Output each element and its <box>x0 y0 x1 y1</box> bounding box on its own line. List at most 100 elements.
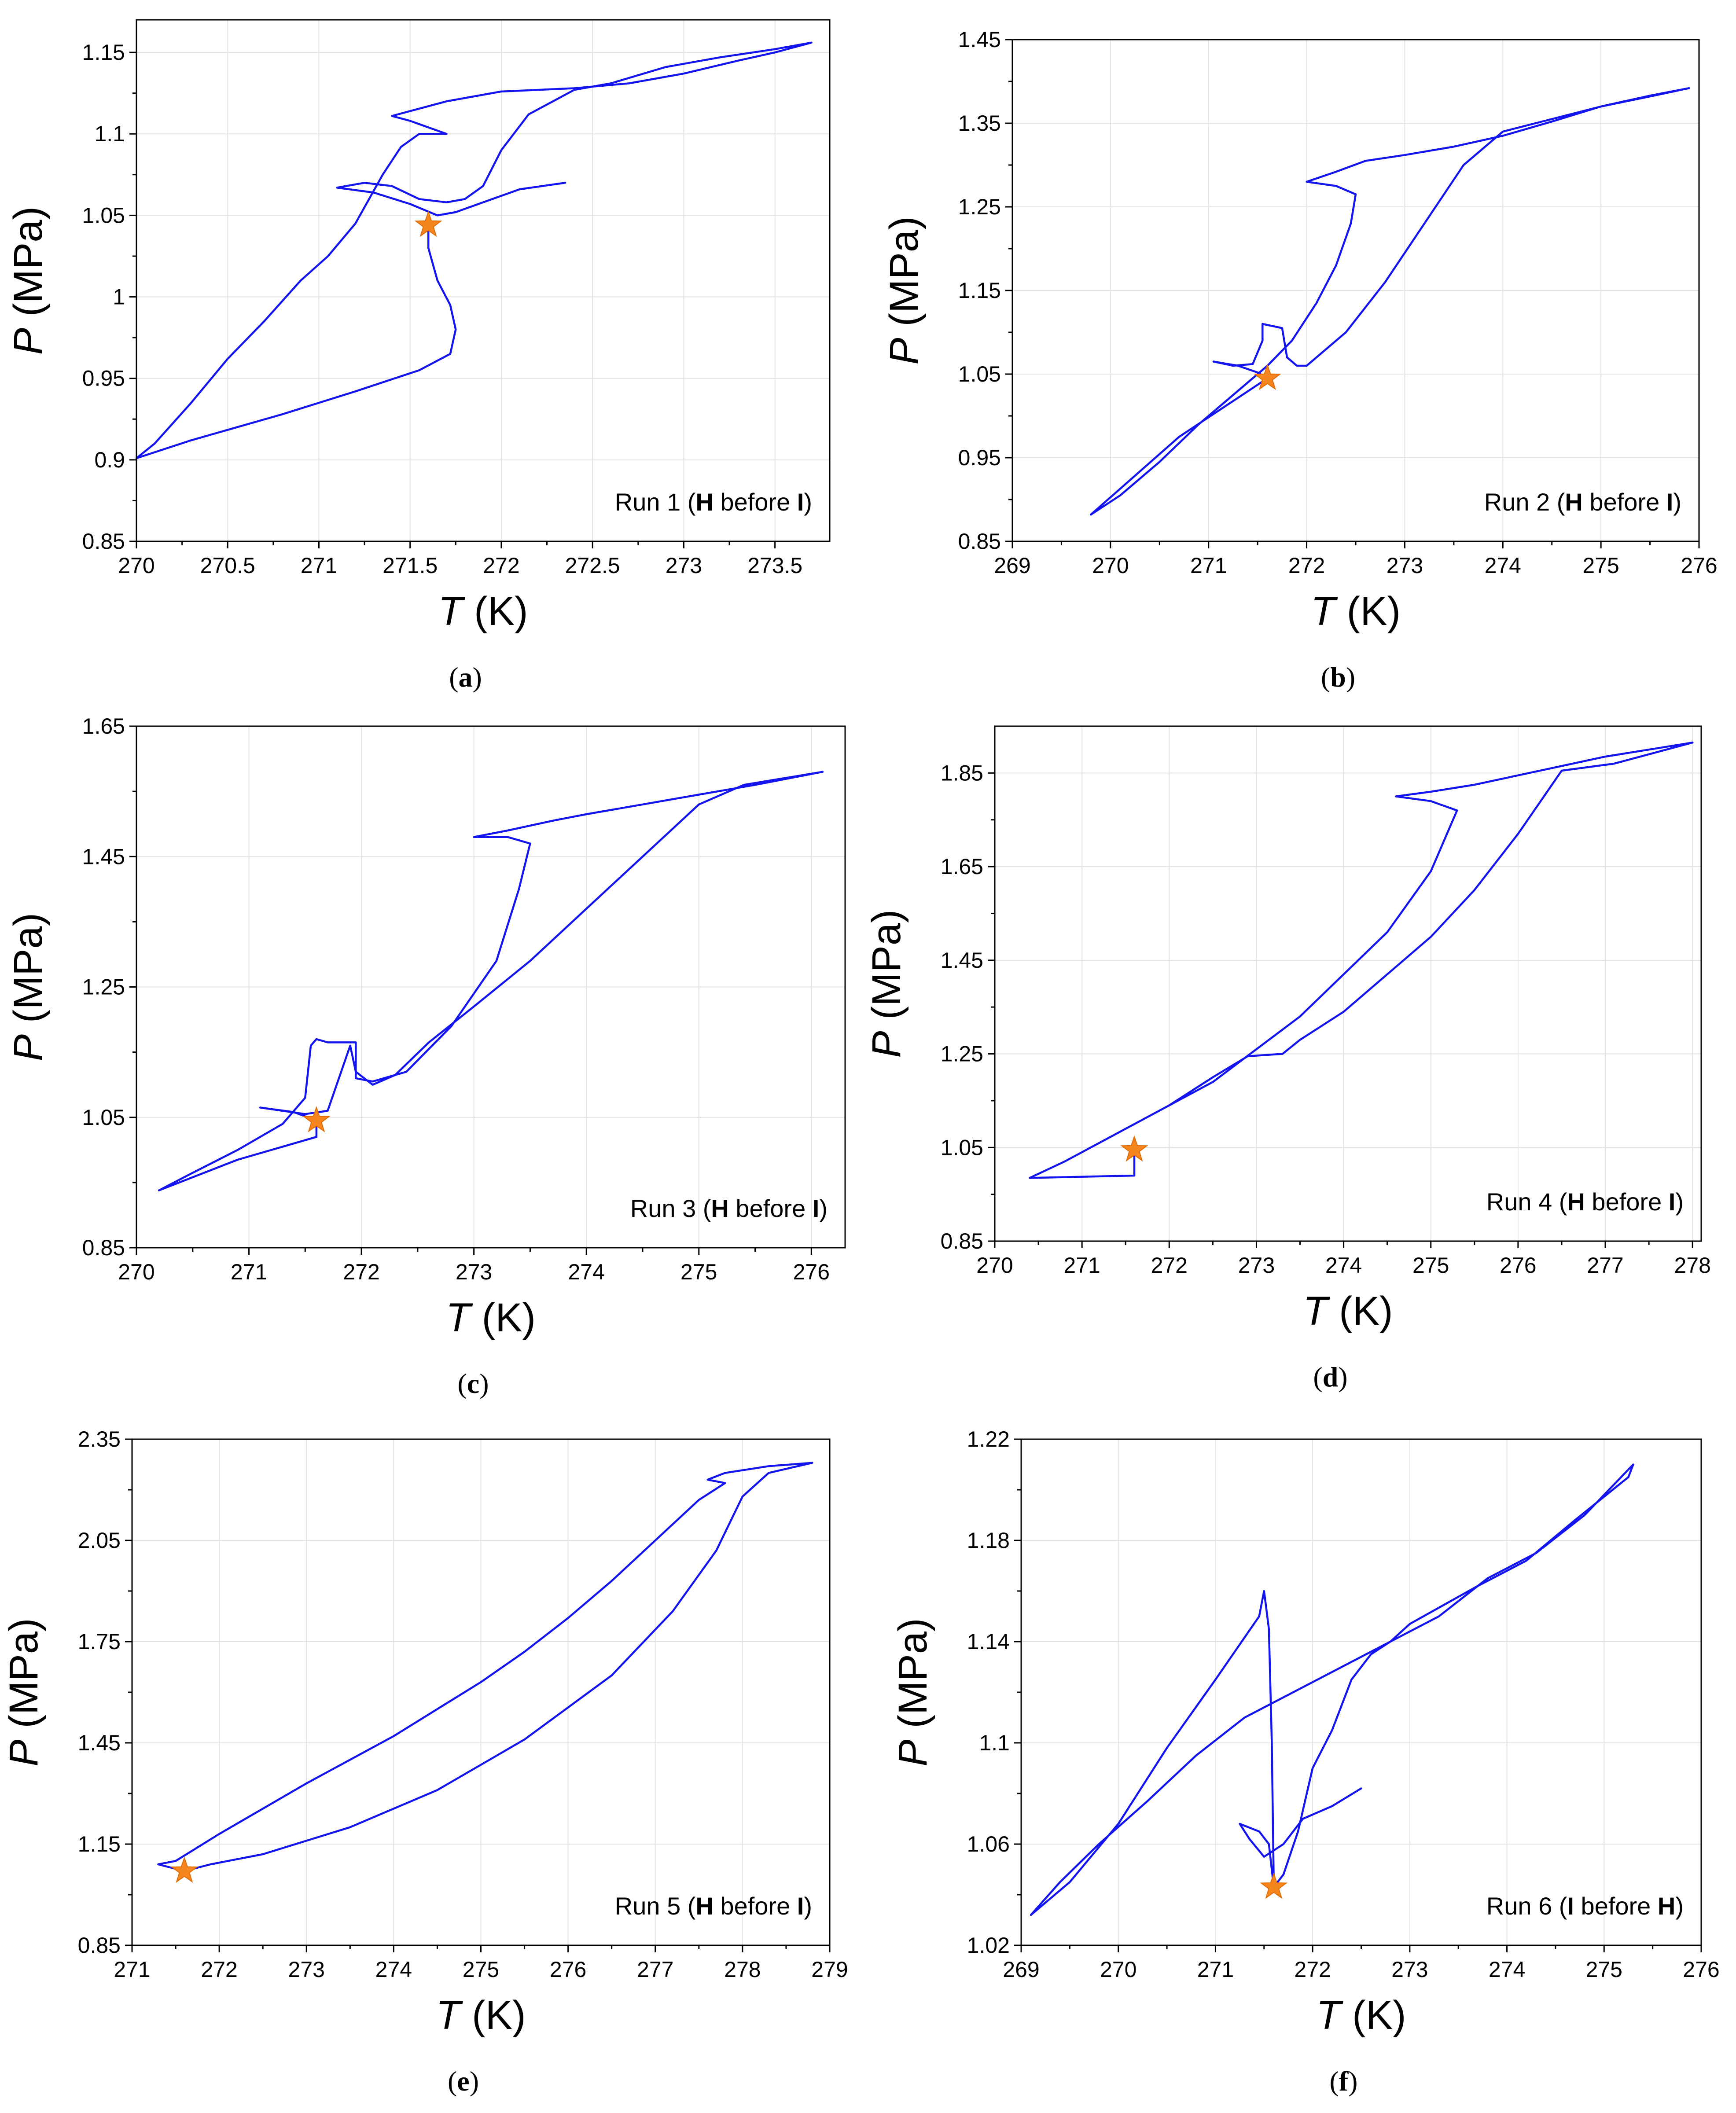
x-tick-label: 270 <box>1100 1957 1136 1982</box>
star-marker <box>1260 1872 1288 1899</box>
y-axis-unit: (MPa) <box>6 913 51 1034</box>
y-tick-label: 1.75 <box>78 1629 121 1654</box>
x-tick-label: 277 <box>637 1957 673 1982</box>
x-tick-label: 275 <box>463 1957 499 1982</box>
y-tick-label: 1.02 <box>967 1933 1010 1958</box>
x-tick-label: 270 <box>118 1260 154 1284</box>
x-tick-label: 272 <box>1294 1957 1331 1982</box>
run-order-word: before <box>714 488 797 516</box>
x-tick-label: 275 <box>1582 553 1619 578</box>
x-axis-unit: (K) <box>1335 589 1401 634</box>
y-tick-label: 0.85 <box>941 1229 983 1253</box>
hydrate-second: I <box>1666 488 1673 516</box>
x-tick-label: 273 <box>1387 553 1423 578</box>
run-annotation: Run 2 (H before I) <box>1484 488 1681 516</box>
data-series-line <box>1030 1463 1634 1916</box>
x-axis-symbol: T <box>438 589 465 634</box>
x-tick-label: 269 <box>994 553 1030 578</box>
y-axis-title: P (MPa) <box>882 216 927 364</box>
panel-caption: (c) <box>457 1368 489 1399</box>
y-axis-unit: (MPa) <box>882 216 927 338</box>
plot-frame <box>1020 1438 1702 1946</box>
x-tick-label: 273.5 <box>747 553 802 578</box>
y-tick-label: 1.05 <box>941 1135 983 1160</box>
y-axis-unit: (MPa) <box>864 909 909 1031</box>
hydrate-first: H <box>1565 488 1582 516</box>
x-tick-label: 272 <box>201 1957 237 1982</box>
y-tick-label: 0.85 <box>958 529 1001 554</box>
y-axis-symbol: P <box>864 1031 909 1058</box>
panel-letter: b <box>1330 661 1346 693</box>
y-tick-label: 1.65 <box>82 714 125 739</box>
run-annotation: Run 1 (H before I) <box>615 488 812 516</box>
x-axis-title: T (K) <box>436 1993 526 2038</box>
data-series-line <box>1029 741 1694 1179</box>
x-axis-symbol: T <box>436 1993 463 2038</box>
x-tick-label: 272 <box>343 1260 379 1284</box>
x-tick-label: 276 <box>1500 1253 1536 1278</box>
run-number: Run 4 ( <box>1486 1188 1567 1216</box>
y-axis-symbol: P <box>890 1739 935 1766</box>
plot-frame <box>994 725 1702 1242</box>
run-order-word: before <box>1585 1188 1669 1216</box>
star-marker <box>170 1856 199 1883</box>
y-tick-label: 1.05 <box>82 203 125 228</box>
x-axis-unit: (K) <box>1341 1993 1406 2038</box>
x-tick-label: 273 <box>1391 1957 1428 1982</box>
hydrate-second: I <box>797 1892 804 1920</box>
x-tick-label: 271 <box>1197 1957 1234 1982</box>
x-tick-label: 271 <box>231 1260 267 1284</box>
run-number: Run 3 ( <box>630 1194 711 1222</box>
run-annotation: Run 6 (I before H) <box>1486 1892 1684 1920</box>
x-tick-label: 272 <box>1151 1253 1188 1278</box>
y-axis-unit: (MPa) <box>6 206 51 328</box>
chart-panel-b: 269 270 271 272 273 274 275 276 0.85 0.95 1.05 1.15… <box>882 27 1718 693</box>
x-tick-label: 276 <box>550 1957 586 1982</box>
y-tick-label: 0.95 <box>958 445 1001 470</box>
y-tick-label: 1.1 <box>979 1731 1010 1755</box>
panel-caption: (f) <box>1330 2065 1358 2097</box>
x-tick-label: 271 <box>1063 1253 1100 1278</box>
panel-letter: e <box>457 2065 469 2097</box>
hydrate-first: H <box>711 1194 728 1222</box>
y-tick-label: 1.05 <box>82 1105 125 1130</box>
x-tick-label: 273 <box>456 1260 492 1284</box>
y-tick-label: 1.15 <box>82 40 125 65</box>
x-axis-symbol: T <box>1316 1993 1343 2038</box>
chart-panel-d: 270 271 272 273 274 275 276 277 278 0.85 1.05 1.25 1… <box>864 725 1711 1393</box>
x-tick-label: 274 <box>568 1260 605 1284</box>
x-tick-label: 271.5 <box>383 553 438 578</box>
y-tick-label: 0.95 <box>82 366 125 391</box>
x-tick-label: 275 <box>680 1260 717 1284</box>
x-tick-label: 271 <box>301 553 337 578</box>
y-tick-label: 1 <box>113 285 125 309</box>
chart-panel-f: 269 270 271 272 273 274 275 276 1.02 1.06 1.1 1.14 1… <box>890 1427 1720 2097</box>
y-tick-label: 1.45 <box>941 948 983 973</box>
y-tick-label: 1.45 <box>78 1731 121 1755</box>
y-tick-label: 0.85 <box>82 1235 125 1260</box>
y-tick-label: 2.05 <box>78 1528 121 1553</box>
panel-letter: d <box>1323 1361 1339 1393</box>
x-tick-label: 271 <box>114 1957 150 1982</box>
x-axis-title: T (K) <box>1316 1993 1406 2038</box>
y-tick-label: 1.65 <box>941 854 983 879</box>
x-axis-title: T (K) <box>438 589 528 634</box>
run-annotation: Run 3 (H before I) <box>630 1194 828 1222</box>
x-tick-label: 271 <box>1190 553 1227 578</box>
x-tick-label: 277 <box>1587 1253 1623 1278</box>
x-tick-label: 278 <box>1674 1253 1710 1278</box>
y-axis-symbol: P <box>6 1034 51 1061</box>
hydrate-second: I <box>1669 1188 1676 1216</box>
x-tick-label: 276 <box>1681 553 1717 578</box>
y-tick-label: 1.06 <box>967 1832 1010 1856</box>
y-tick-label: 1.35 <box>958 111 1001 136</box>
panel-caption: (a) <box>449 661 482 693</box>
x-axis-symbol: T <box>446 1295 473 1340</box>
x-tick-label: 270 <box>118 553 154 578</box>
hydrate-first: H <box>1567 1188 1585 1216</box>
data-series-line <box>158 771 824 1191</box>
y-tick-label: 1.14 <box>967 1629 1010 1654</box>
panel-caption: (d) <box>1313 1361 1347 1393</box>
hydrate-first: I <box>1567 1892 1574 1920</box>
y-tick-label: 1.85 <box>941 761 983 785</box>
